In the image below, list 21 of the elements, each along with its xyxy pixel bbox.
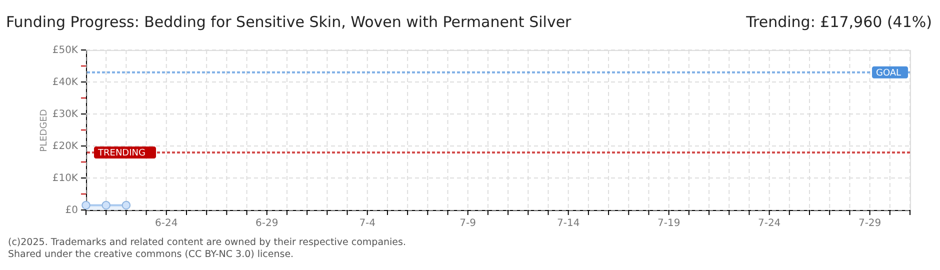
x-tick-label: 6-24: [155, 218, 178, 229]
ref-line-label: TRENDING: [97, 148, 146, 159]
y-tick-label: £10K: [52, 173, 78, 184]
y-tick-label: £20K: [52, 141, 78, 152]
x-tick-label: 6-29: [256, 218, 278, 229]
ref-line-label: GOAL: [876, 68, 902, 78]
chart-title: Funding Progress: Bedding for Sensitive Skin, Woven with Permanent Silver: [6, 13, 572, 31]
x-tick-label: 7-9: [460, 218, 476, 229]
x-tick-label: 7-29: [858, 218, 882, 229]
y-tick-label: £30K: [52, 109, 78, 120]
y-axis-title: PLEDGED: [40, 109, 50, 152]
y-tick-label: £40K: [52, 77, 78, 88]
x-tick-label: 7-14: [556, 218, 580, 229]
chart-subtitle: Trending: £17,960 (41%): [745, 13, 932, 31]
x-tick-label: 7-19: [657, 218, 680, 229]
x-tick-label: 7-24: [758, 218, 781, 229]
x-tick-label: 7-4: [359, 218, 376, 229]
y-tick-label: £50K: [52, 45, 78, 56]
text: (c)2025. Trademarks and related content are owned by their respective companies.: [8, 237, 406, 248]
y-tick-label: £0: [65, 205, 78, 216]
text: Shared under the creative commons (CC BY-NC 3.0) license.: [8, 249, 294, 260]
